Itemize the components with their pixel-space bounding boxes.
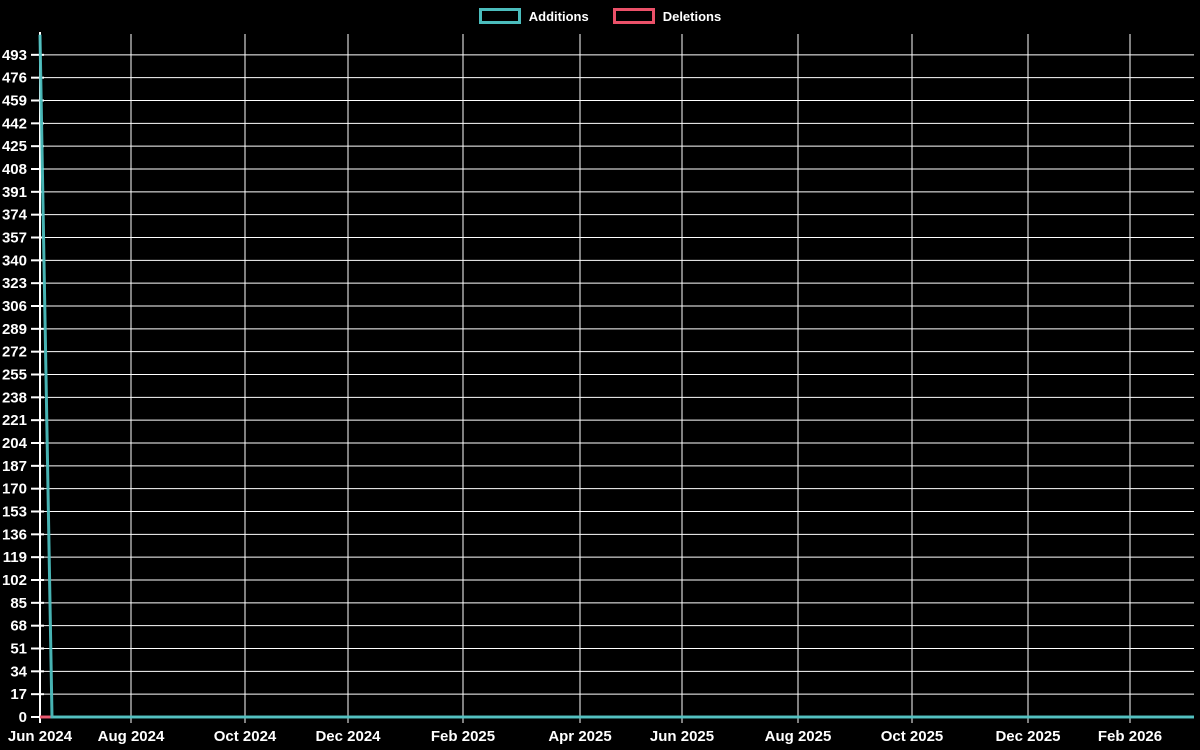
y-tick-label: 476 — [2, 70, 27, 87]
legend-label-additions: Additions — [528, 8, 589, 24]
y-tick-label: 493 — [2, 47, 27, 64]
y-tick-label: 238 — [2, 389, 27, 406]
deletions-series-swatch-icon — [612, 8, 655, 24]
y-tick-label: 17 — [10, 686, 27, 703]
additions-series-swatch-icon — [478, 8, 521, 24]
chart-legend: Additions Deletions — [0, 8, 1200, 24]
y-tick-label: 170 — [2, 481, 27, 498]
x-tick-label: Jun 2025 — [650, 728, 714, 745]
y-tick-label: 221 — [2, 412, 27, 429]
y-tick-label: 442 — [2, 115, 27, 132]
y-tick-label: 391 — [2, 184, 27, 201]
y-tick-label: 153 — [2, 504, 27, 521]
legend-item-deletions[interactable]: Deletions — [612, 8, 722, 24]
y-tick-label: 187 — [2, 458, 27, 475]
legend-label-deletions: Deletions — [662, 8, 722, 24]
x-tick-label: Oct 2024 — [214, 728, 277, 745]
y-tick-label: 119 — [3, 549, 27, 566]
x-tick-label: Aug 2025 — [765, 728, 832, 745]
y-tick-label: 68 — [10, 618, 27, 635]
y-tick-label: 85 — [10, 595, 27, 612]
y-tick-label: 289 — [2, 321, 27, 338]
y-tick-label: 272 — [2, 344, 27, 361]
y-tick-label: 51 — [10, 641, 27, 658]
y-tick-label: 374 — [2, 207, 28, 224]
x-tick-label: Aug 2024 — [98, 728, 165, 745]
x-tick-label: Apr 2025 — [548, 728, 611, 745]
y-tick-label: 102 — [2, 572, 27, 589]
x-tick-label: Dec 2025 — [995, 728, 1060, 745]
y-tick-label: 204 — [2, 435, 28, 452]
x-tick-label: Feb 2026 — [1098, 728, 1162, 745]
x-tick-label: Dec 2024 — [315, 728, 381, 745]
y-tick-label: 425 — [2, 138, 27, 155]
legend-item-additions[interactable]: Additions — [478, 8, 589, 24]
y-tick-label: 459 — [2, 93, 27, 110]
series-line-additions — [38, 34, 1194, 719]
y-tick-label: 408 — [2, 161, 27, 178]
y-tick-label: 323 — [2, 275, 27, 292]
y-tick-label: 340 — [2, 252, 27, 269]
x-tick-label: Oct 2025 — [881, 728, 944, 745]
y-tick-label: 255 — [2, 367, 27, 384]
y-tick-label: 357 — [2, 230, 27, 247]
y-tick-label: 306 — [2, 298, 27, 315]
y-tick-label: 136 — [2, 526, 27, 543]
x-tick-label: Feb 2025 — [431, 728, 495, 745]
y-tick-label: 0 — [19, 709, 27, 726]
y-tick-label: 34 — [10, 663, 27, 680]
x-tick-label: Jun 2024 — [8, 728, 73, 745]
